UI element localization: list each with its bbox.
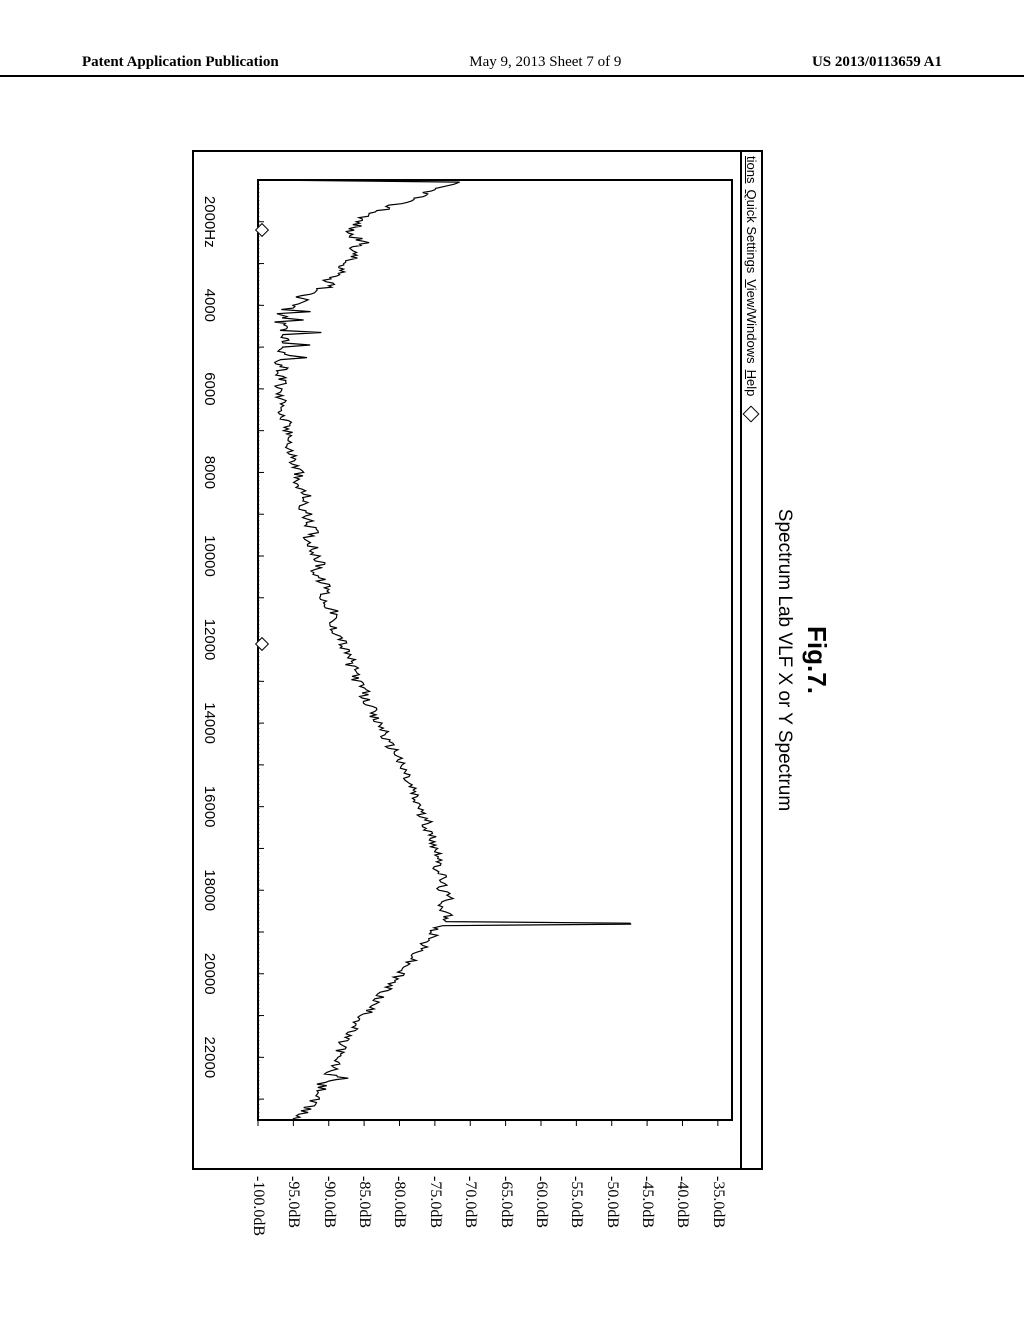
figure-title: Spectrum Lab VLF X or Y Spectrum [773,150,795,1170]
header-right: US 2013/0113659 A1 [812,54,942,71]
menubar: tions Quick Settings View/Windows Help [740,152,761,1168]
y-tick-label: -80.0dB [391,1176,409,1244]
y-tick-label: -60.0dB [532,1176,550,1244]
x-tick-label: 8000 [201,456,218,489]
x-tick-label: 6000 [201,372,218,405]
y-tick-label: -75.0dB [426,1176,444,1244]
menu-item-help[interactable]: Help [744,370,759,397]
y-tick-label: -70.0dB [461,1176,479,1244]
y-tick-labels: -35.0dB -40.0dB -45.0dB -50.0dB -55.0dB -60.0… [220,1168,740,1246]
y-tick-label: -100.0dB [249,1176,267,1244]
rotated-figure-container: Fig.7. Spectrum Lab VLF X or Y Spectrum … [192,150,832,1170]
x-tick-label: 18000 [201,869,218,911]
y-tick-label: -55.0dB [567,1176,585,1244]
x-tick-label: 4000 [201,289,218,322]
y-tick-label: -40.0dB [673,1176,691,1244]
x-tick-label: 12000 [201,619,218,661]
x-tick-label: 14000 [201,702,218,744]
x-tick-label: 20000 [201,953,218,995]
menu-item-view-windows[interactable]: View/Windows [744,279,759,363]
y-tick-label: -35.0dB [709,1176,727,1244]
y-tick-label: -95.0dB [284,1176,302,1244]
spectrum-svg [220,152,740,1168]
header-left: Patent Application Publication [82,54,279,71]
page-header: Patent Application Publication May 9, 20… [0,54,1024,77]
spectrum-plot: -35.0dB-40.0dB-45.0dB-50.0dB-55.0dB-60.0… [220,152,740,1168]
x-tick-label: 22000 [201,1036,218,1078]
y-tick-label: -90.0dB [320,1176,338,1244]
spectrum-window: tions Quick Settings View/Windows Help -… [192,150,763,1170]
y-tick-label: -50.0dB [603,1176,621,1244]
y-tick-label: -85.0dB [355,1176,373,1244]
x-tick-label: 2000Hz [201,196,218,248]
y-tick-label: -65.0dB [497,1176,515,1244]
x-tick-label: 16000 [201,786,218,828]
menu-item-quick-settings[interactable]: Quick Settings [744,189,759,273]
x-tick-label: 10000 [201,535,218,577]
figure-label: Fig.7. [801,150,832,1170]
y-tick-label: -45.0dB [638,1176,656,1244]
diamond-icon [743,406,760,423]
menu-item-truncated[interactable]: tions [744,156,759,183]
x-tick-labels: 2000Hz 4000 6000 8000 10000 12000 14000 16000 18… [194,152,220,1168]
header-mid: May 9, 2013 Sheet 7 of 9 [469,54,621,71]
